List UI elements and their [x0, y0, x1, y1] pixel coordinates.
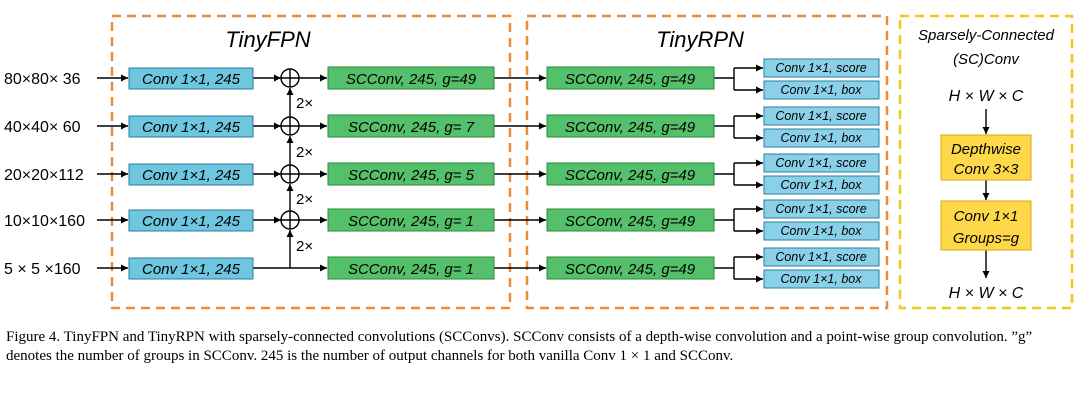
- head-box-box-5: [763, 269, 880, 289]
- fpn-scconv-label-2: SCConv, 245, g= 7: [348, 119, 475, 136]
- input-label-5: 5 × 5 ×160: [4, 261, 81, 278]
- conv-label-2: Conv 1×1, 245: [142, 119, 241, 136]
- fpn-scconv-boxes: [327, 66, 495, 280]
- fpn-scconv-label-1: SCConv, 245, g=49: [346, 71, 477, 88]
- fpn-scconv-label-5: SCConv, 245, g= 1: [348, 261, 474, 278]
- head-box-label-5: Conv 1×1, box: [781, 272, 863, 286]
- conv-label-1: Conv 1×1, 245: [142, 71, 241, 88]
- upsample-label-1: 2×: [296, 95, 313, 112]
- head-box-label-4: Conv 1×1, box: [781, 224, 863, 238]
- tinyrpn-frame: [525, 14, 889, 310]
- fpn-scconv-box-3: [327, 162, 495, 186]
- fpn-scconv-label-4: SCConv, 245, g= 1: [348, 213, 474, 230]
- rpn-scconv-boxes: [546, 66, 715, 280]
- depthwise-label-line1: Depthwise: [951, 141, 1021, 158]
- rpn-scconv-box-2: [546, 114, 715, 138]
- head-score-box-3: [763, 153, 880, 173]
- conv-boxes: [128, 67, 254, 280]
- rpn-scconv-box-1: [546, 66, 715, 90]
- tinyfpn-frame: [110, 14, 512, 310]
- conv-box-2: [128, 115, 254, 138]
- head-score-label-3: Conv 1×1, score: [775, 156, 866, 170]
- rpn-scconv-label-4: SCConv, 245, g=49: [565, 213, 696, 230]
- scconv-title-line1: Sparsely-Connected: [918, 27, 1055, 44]
- input-label-1: 80×80× 36: [4, 71, 81, 88]
- tinyfpn-title: TinyFPN: [225, 27, 310, 52]
- head-score-label-2: Conv 1×1, score: [775, 109, 866, 123]
- sc-output-label: H × W × C: [949, 285, 1024, 302]
- conv-box-5: [128, 257, 254, 280]
- head-score-box-2: [763, 106, 880, 126]
- head-score-label-4: Conv 1×1, score: [775, 202, 866, 216]
- fpn-scconv-box-2: [327, 114, 495, 138]
- rpn-scconv-label-2: SCConv, 245, g=49: [565, 119, 696, 136]
- conv-box-3: [128, 163, 254, 186]
- head-box-box-1: [763, 80, 880, 100]
- figure-caption: Figure 4. TinyFPN and TinyRPN with spars…: [6, 329, 1033, 364]
- upsample-label-2: 2×: [296, 144, 313, 161]
- conv-box-4: [128, 209, 254, 232]
- rpn-scconv-label-1: SCConv, 245, g=49: [565, 71, 696, 88]
- fpn-scconv-box-4: [327, 208, 495, 232]
- head-score-label-1: Conv 1×1, score: [775, 61, 866, 75]
- architecture-diagram: TinyFPN TinyRPN Sparsely-Connected (SC)C…: [4, 14, 1074, 310]
- head-score-box-1: [763, 58, 880, 78]
- input-label-3: 20×20×112: [4, 167, 84, 184]
- head-box-box-2: [763, 128, 880, 148]
- head-box-label-2: Conv 1×1, box: [781, 131, 863, 145]
- input-label-4: 10×10×160: [4, 213, 85, 230]
- group-conv-label-line1: Conv 1×1: [954, 208, 1019, 225]
- input-label-2: 40×40× 60: [4, 119, 81, 136]
- rpn-scconv-box-5: [546, 256, 715, 280]
- sc-input-label: H × W × C: [949, 88, 1024, 105]
- scconv-title-line2: (SC)Conv: [953, 51, 1020, 68]
- rpn-scconv-box-4: [546, 208, 715, 232]
- connections: [97, 64, 990, 283]
- group-conv-label-line2: Groups=g: [953, 230, 1020, 247]
- depthwise-box: [940, 134, 1032, 181]
- conv-label-4: Conv 1×1, 245: [142, 213, 241, 230]
- rpn-scconv-box-3: [546, 162, 715, 186]
- fpn-scconv-box-1: [327, 66, 495, 90]
- conv-label-3: Conv 1×1, 245: [142, 167, 241, 184]
- upsample-label-3: 2×: [296, 191, 313, 208]
- fpn-scconv-box-5: [327, 256, 495, 280]
- head-box-label-1: Conv 1×1, box: [781, 83, 863, 97]
- sum-nodes: [280, 68, 300, 230]
- fpn-scconv-label-3: SCConv, 245, g= 5: [348, 167, 475, 184]
- head-score-label-5: Conv 1×1, score: [775, 250, 866, 264]
- head-box-label-3: Conv 1×1, box: [781, 178, 863, 192]
- head-box-box-4: [763, 221, 880, 241]
- scconv-frame: [898, 14, 1074, 310]
- conv-box-1: [128, 67, 254, 90]
- head-score-box-4: [763, 199, 880, 219]
- tinyrpn-title: TinyRPN: [656, 27, 744, 52]
- conv-label-5: Conv 1×1, 245: [142, 261, 241, 278]
- depthwise-label-line2: Conv 3×3: [954, 161, 1019, 178]
- rpn-scconv-label-5: SCConv, 245, g=49: [565, 261, 696, 278]
- rpn-scconv-label-3: SCConv, 245, g=49: [565, 167, 696, 184]
- group-conv-box: [940, 200, 1032, 251]
- head-box-box-3: [763, 175, 880, 195]
- head-boxes: [763, 58, 880, 289]
- upsample-label-4: 2×: [296, 238, 313, 255]
- head-score-box-5: [763, 247, 880, 267]
